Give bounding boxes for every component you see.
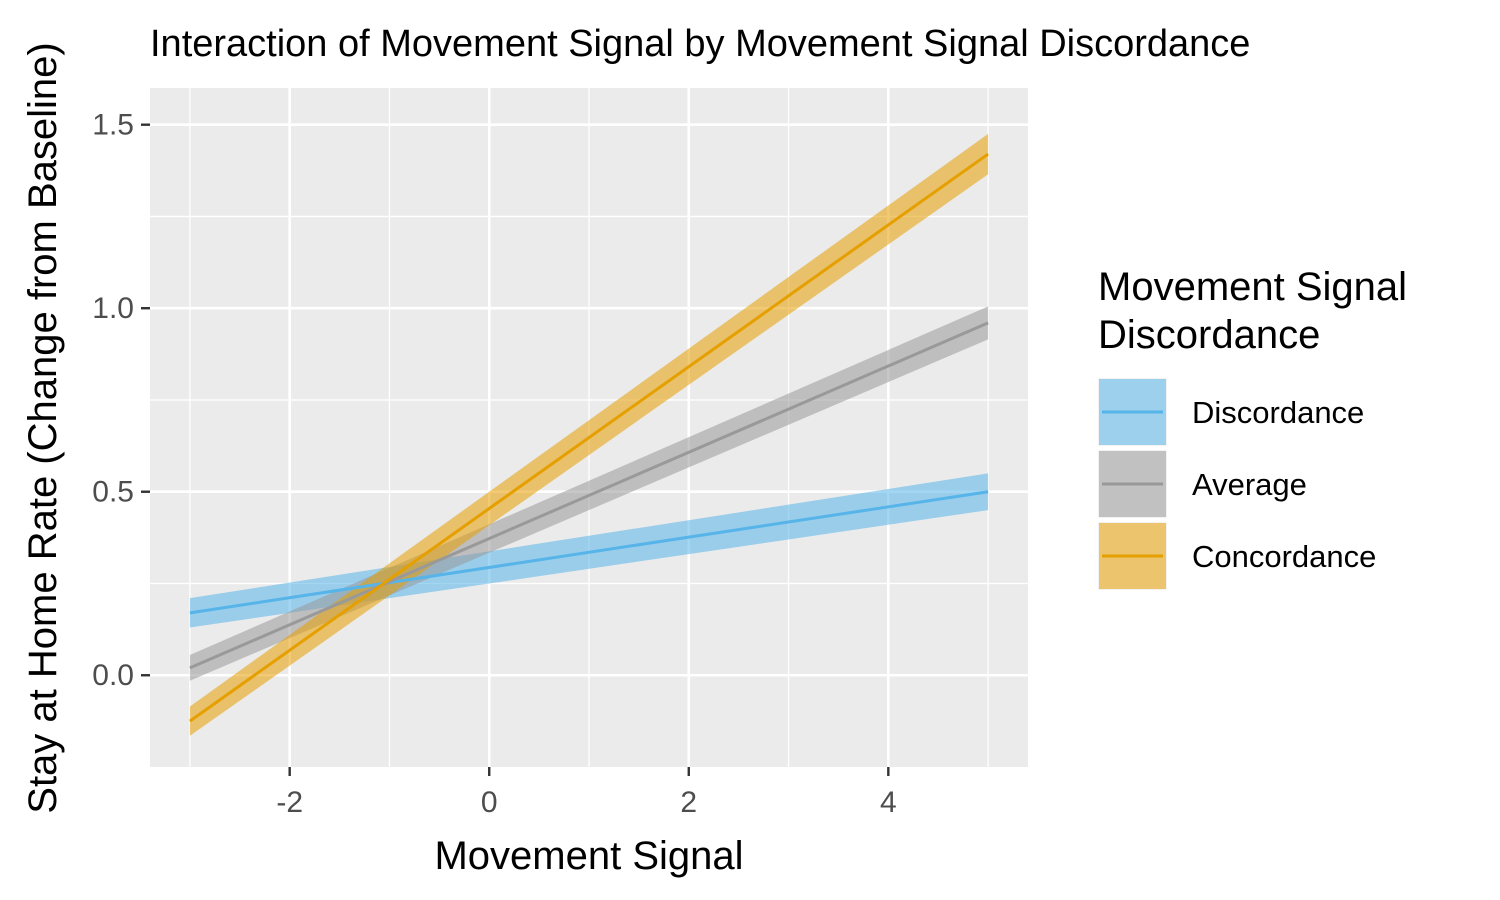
series-lines [189, 152, 989, 723]
line-average [189, 321, 989, 670]
x-tick-label: -2 [276, 786, 303, 819]
y-tick-label: 1.0 [92, 292, 134, 325]
legend-item-concordance: Concordance [1098, 522, 1376, 590]
y-axis-ticks: 0.0 0.5 1.0 1.5 [92, 109, 150, 692]
y-tick-label: 1.5 [92, 109, 134, 142]
legend-label: Discordance [1192, 395, 1364, 430]
ribbon-concordance [189, 133, 989, 736]
legend-label: Concordance [1192, 539, 1376, 574]
legend: Movement Signal Discordance Discordance A… [1098, 265, 1418, 590]
legend-title-line-1: Movement Signal [1098, 265, 1407, 309]
legend-items: Discordance Average Concordance [1098, 378, 1376, 590]
y-tick-label: 0.0 [92, 659, 134, 692]
line-concordance [189, 152, 989, 723]
legend-title: Movement Signal Discordance [1098, 265, 1418, 357]
line-discordance [189, 490, 989, 615]
legend-title-line-2: Discordance [1098, 313, 1320, 357]
x-tick-label: 4 [880, 786, 897, 819]
x-axis-ticks: -2 0 2 4 [276, 767, 897, 819]
chart-title: Interaction of Movement Signal by Moveme… [150, 23, 1250, 65]
legend-item-discordance: Discordance [1098, 378, 1364, 446]
y-axis-title: Stay at Home Rate (Change from Baseline) [21, 42, 65, 813]
legend-label: Average [1192, 467, 1307, 502]
x-tick-label: 0 [481, 786, 498, 819]
y-tick-label: 0.5 [92, 476, 134, 509]
confidence-ribbons [189, 133, 989, 736]
x-axis-title: Movement Signal [434, 834, 743, 878]
x-tick-label: 2 [680, 786, 697, 819]
legend-item-average: Average [1098, 450, 1307, 518]
